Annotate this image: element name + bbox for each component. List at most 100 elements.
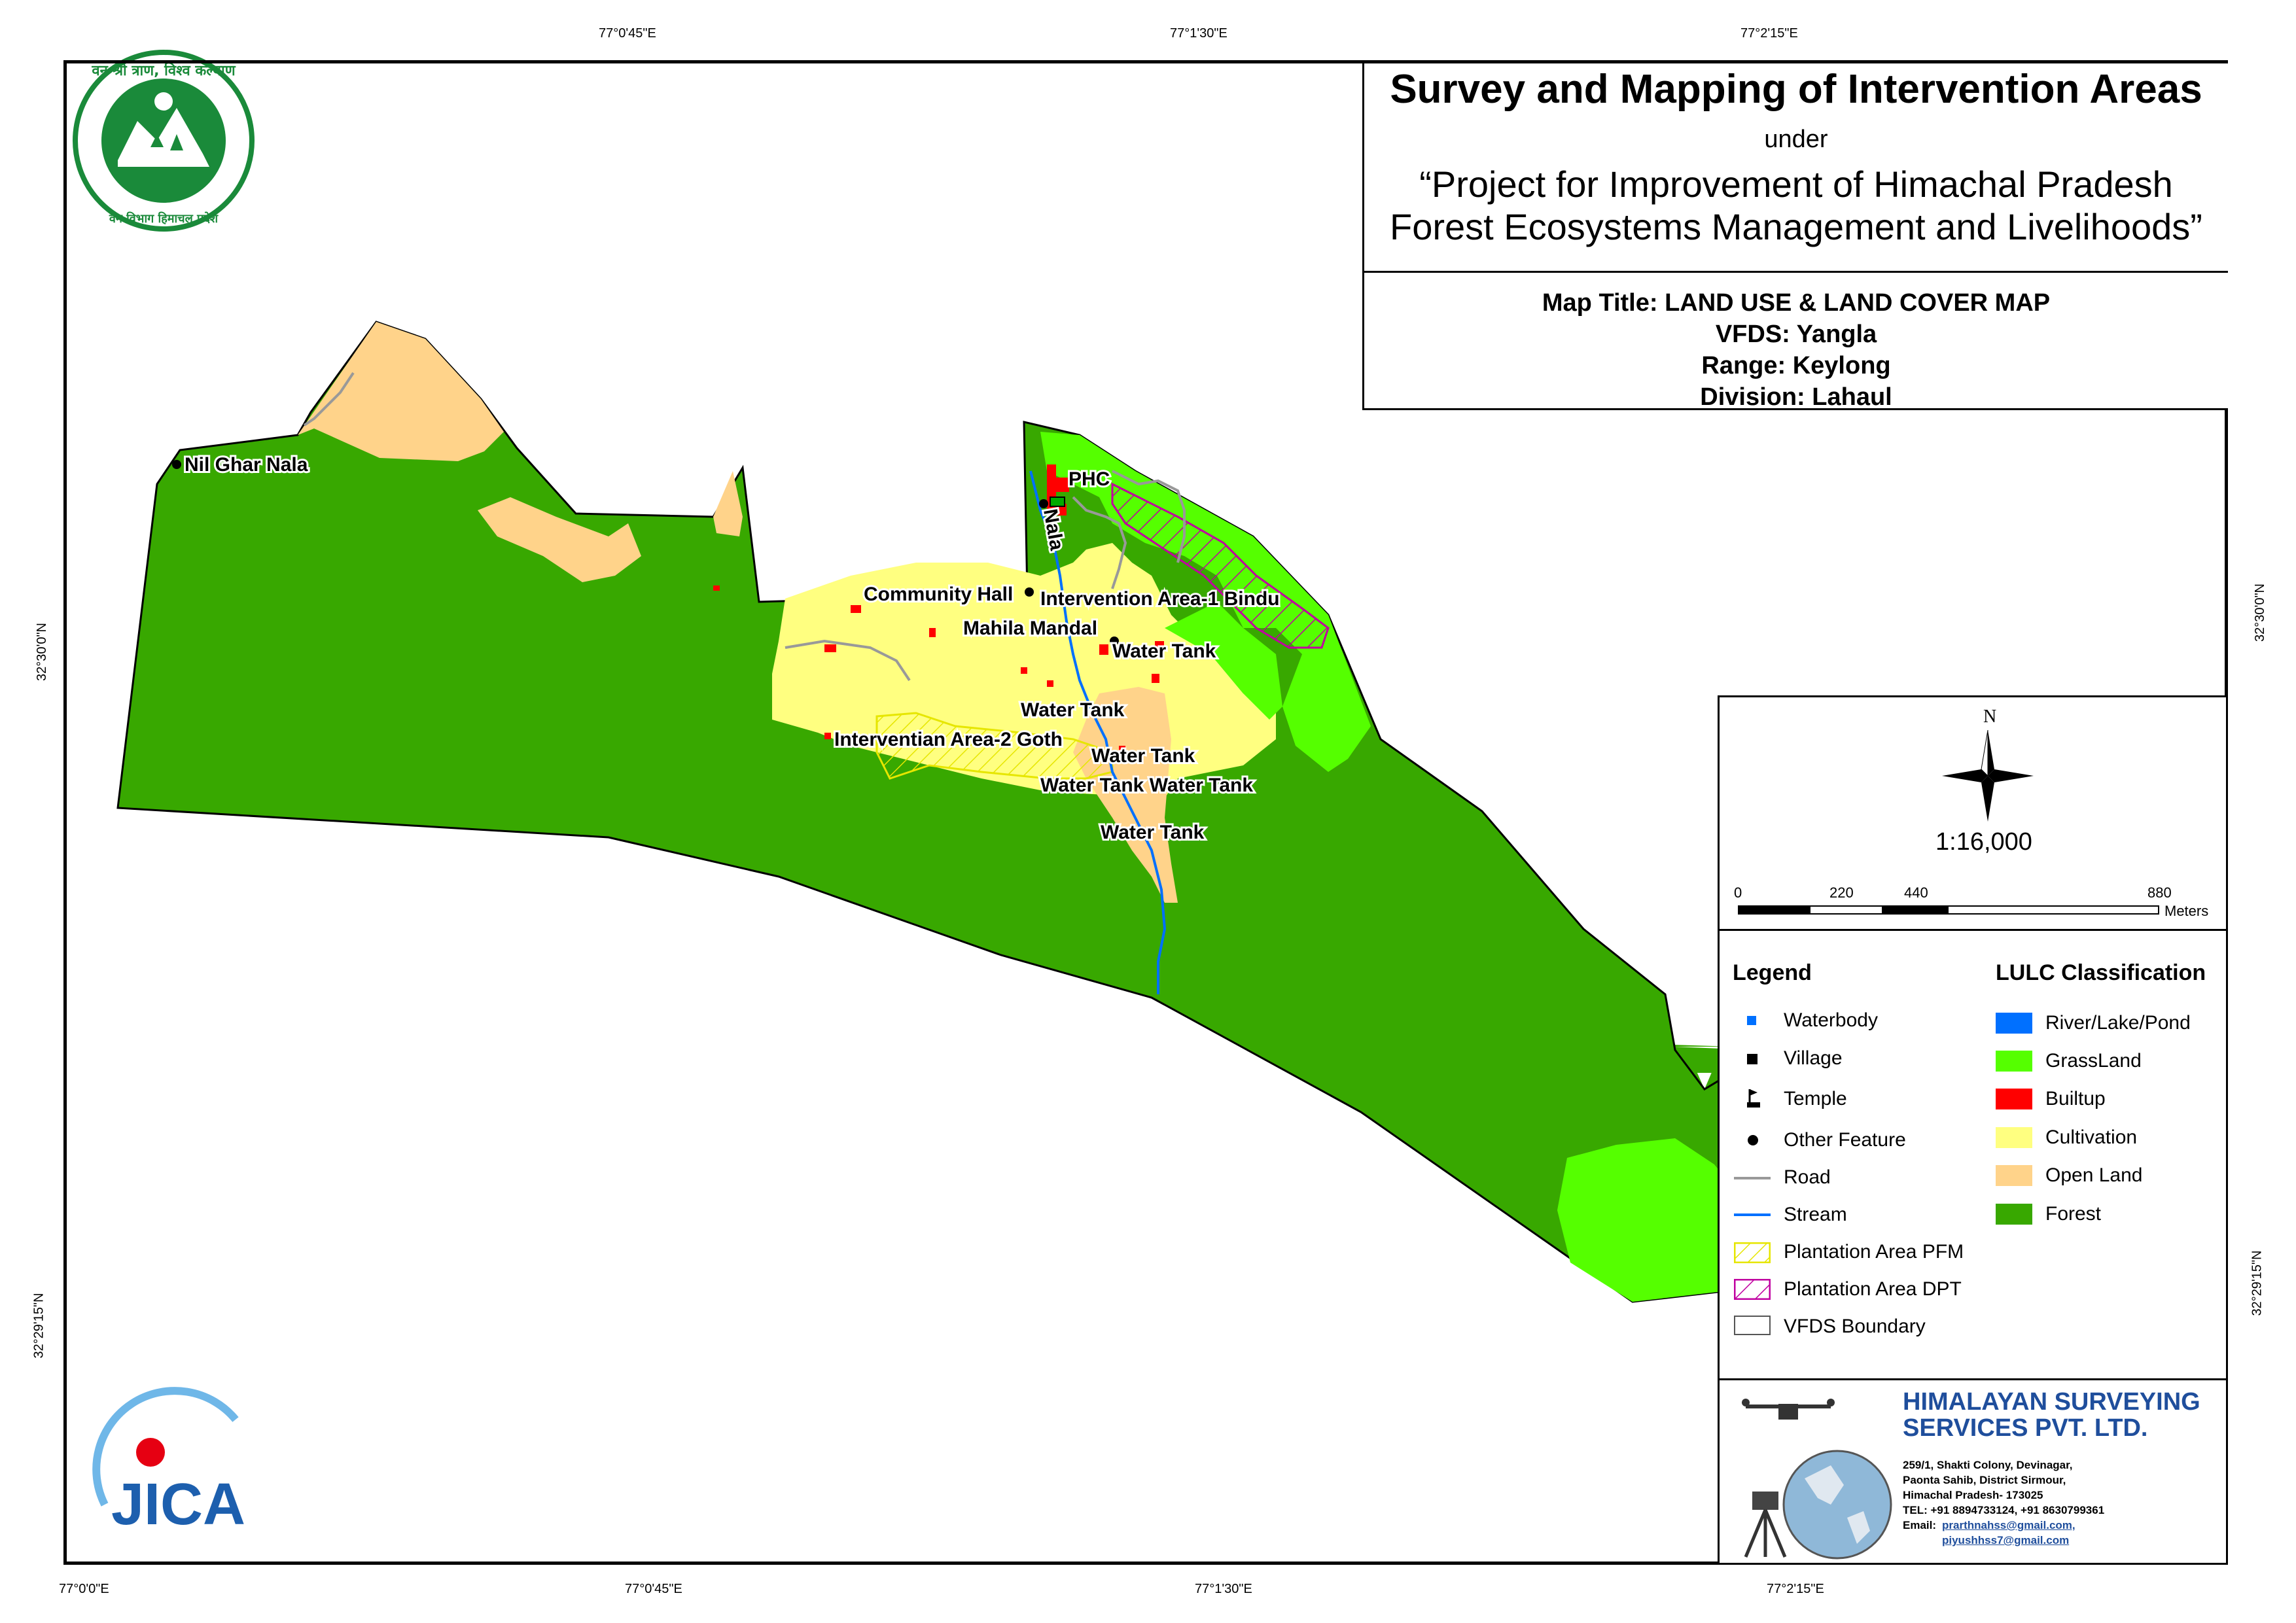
company-tel: TEL: +91 8894733124, +91 8630799361: [1903, 1504, 2105, 1516]
lulc-item-cultivation: Cultivation: [2045, 1126, 2138, 1148]
label-mahila-mandal: Mahila Mandal: [963, 618, 1097, 639]
company-address2: Paonta Sahib, District Sirmour,: [1903, 1474, 2066, 1486]
title-main: Survey and Mapping of Intervention Areas: [1390, 67, 2202, 112]
title-project-line1: “Project for Improvement of Himachal Pra…: [1419, 164, 2173, 205]
lulc-heading: LULC Classification: [1996, 960, 2206, 985]
label-intervention-area-1: Intervention Area-1 Bindu: [1040, 588, 1280, 610]
scale-ratio: 1:16,000: [1935, 828, 2032, 856]
legend-item-vfds-boundary: VFDS Boundary: [1784, 1316, 1926, 1337]
plantation-pfm-area: [875, 712, 1114, 780]
legend-item-temple: Temple: [1784, 1088, 1847, 1109]
svg-text:वन विभाग हिमाचल प्रदेश: वन विभाग हिमाचल प्रदेश: [109, 211, 219, 226]
vfds-boundary: [116, 321, 1804, 1303]
north-letter: N: [1983, 707, 1997, 727]
graticule-bottom-4: 77°2'15"E: [1767, 1582, 1824, 1596]
lulc-swatch-cultivation: [1996, 1127, 2032, 1148]
lulc-swatch-open-land: [1996, 1165, 2032, 1186]
legend-item-village: Village: [1784, 1047, 1843, 1069]
label-community-hall: Community Hall: [864, 584, 1013, 605]
road-north: [1072, 496, 1127, 589]
plantation-dpt-icon: [1734, 1279, 1771, 1300]
company-address3: Himachal Pradesh- 173025: [1903, 1489, 2043, 1501]
graticule-bottom-3: 77°1'30"E: [1195, 1582, 1252, 1596]
lulc-item-builtup: Builtup: [2045, 1088, 2106, 1109]
legend-item-other-feature: Other Feature: [1784, 1129, 1906, 1151]
jica-logo: JICA: [92, 1387, 245, 1537]
label-water-tank-3: Water Tank: [1091, 745, 1195, 767]
grassland-mid: [1165, 602, 1282, 720]
company-name-line1: HIMALAYAN SURVEYING: [1903, 1388, 2200, 1416]
company-email-1[interactable]: prarthnahss@gmail.com,: [1942, 1519, 2075, 1531]
scale-tick-880: 880: [2147, 884, 2172, 901]
point-water-tank-1: [1110, 637, 1119, 646]
stream-line: [1029, 470, 1167, 994]
lulc-item-forest: Forest: [2045, 1203, 2102, 1225]
temple-icon: [1747, 1089, 1760, 1108]
label-water-tank-1: Water Tank: [1112, 640, 1216, 662]
north-arrow-icon: [1942, 730, 2034, 822]
surveyor-drone-globe-icon: [1742, 1399, 1892, 1560]
lulc-item-river: River/Lake/Pond: [2045, 1012, 2191, 1034]
waterbody-icon: [1747, 1016, 1756, 1025]
legend-item-plantation-dpt: Plantation Area DPT: [1784, 1278, 1962, 1300]
scale-tick-0: 0: [1734, 884, 1742, 901]
stream-icon: [1734, 1213, 1771, 1216]
company-address1: 259/1, Shakti Colony, Devinagar,: [1903, 1459, 2073, 1471]
lulc-swatch-grassland: [1996, 1051, 2032, 1072]
road-west: [785, 639, 911, 682]
company-box: HIMALAYAN SURVEYING SERVICES PVT. LTD. 2…: [1718, 1380, 2228, 1565]
legend-item-road: Road: [1784, 1166, 1831, 1188]
road-nw: [303, 372, 355, 427]
scale-tick-220: 220: [1829, 884, 1854, 901]
company-email-2[interactable]: piyushhss7@gmail.com: [1942, 1534, 2070, 1546]
lulc-item-grassland: GrassLand: [2045, 1050, 2142, 1072]
builtup-spots: [713, 464, 1164, 752]
map-title: Map Title: LAND USE & LAND COVER MAP: [1542, 289, 2051, 317]
open-land-patch-2: [713, 471, 743, 536]
plantation-pfm-icon: [1734, 1242, 1771, 1263]
forest-dept-seal: वन श्री त्राण, विश्व कल्याण वन विभाग हिम…: [73, 50, 255, 232]
open-land-nw: [298, 322, 504, 461]
lulc-swatch-forest: [1996, 1204, 2032, 1225]
point-phc: [1039, 499, 1048, 508]
title-box: Survey and Mapping of Intervention Areas…: [1362, 63, 2228, 273]
scale-bar: [1738, 905, 2159, 915]
plantation-dpt-area: [1111, 482, 1330, 649]
label-phc: PHC: [1069, 468, 1110, 490]
company-email-label: Email:: [1903, 1519, 1937, 1531]
title-under: under: [1764, 126, 1828, 153]
graticule-bottom-2: 77°0'45"E: [625, 1582, 682, 1596]
lulc-swatch-builtup: [1996, 1089, 2032, 1109]
legend-heading: Legend: [1733, 960, 1812, 985]
map-info-box: Map Title: LAND USE & LAND COVER MAP VFD…: [1362, 273, 2228, 411]
svg-text:JICA: JICA: [111, 1472, 245, 1537]
open-land-patch-1: [478, 497, 641, 582]
graticule-top-2: 77°1'30"E: [1170, 26, 1227, 41]
graticule-top-1: 77°0'45"E: [599, 26, 656, 41]
legend-item-plantation-pfm: Plantation Area PFM: [1784, 1241, 1964, 1263]
graticule-bottom-1: 77°0'0"E: [59, 1582, 109, 1596]
company-name-line2: SERVICES PVT. LTD.: [1903, 1414, 2148, 1442]
road-north-2: [1112, 470, 1186, 563]
label-water-tank-5: Water Tank: [1101, 822, 1205, 843]
scale-unit: Meters: [2164, 903, 2209, 919]
point-community-hall: [1025, 587, 1034, 597]
other-feature-icon: [1748, 1135, 1758, 1145]
village-icon: [1747, 1054, 1757, 1064]
green-structure: [1050, 497, 1065, 507]
division-name: Division: Lahaul: [1700, 383, 1892, 411]
legend-item-waterbody: Waterbody: [1784, 1009, 1878, 1031]
legend-item-stream: Stream: [1784, 1204, 1847, 1225]
label-nil-ghar-nala: Nil Ghar Nala: [185, 454, 308, 476]
lulc-item-open-land: Open Land: [2045, 1164, 2143, 1186]
legend-box: Legend LULC Classification Waterbody Vil…: [1718, 931, 2228, 1380]
label-water-tank-2: Water Tank: [1021, 699, 1125, 721]
graticule-top-3: 77°2'15"E: [1740, 26, 1798, 41]
title-project-line2: Forest Ecosystems Management and Livelih…: [1390, 206, 2202, 247]
svg-text:वन श्री त्राण, विश्व कल्याण: वन श्री त्राण, विश्व कल्याण: [91, 61, 236, 79]
road-icon: [1734, 1177, 1771, 1179]
label-intervention-area-2: Interventian Area-2 Goth: [834, 729, 1063, 750]
scale-tick-440: 440: [1904, 884, 1928, 901]
